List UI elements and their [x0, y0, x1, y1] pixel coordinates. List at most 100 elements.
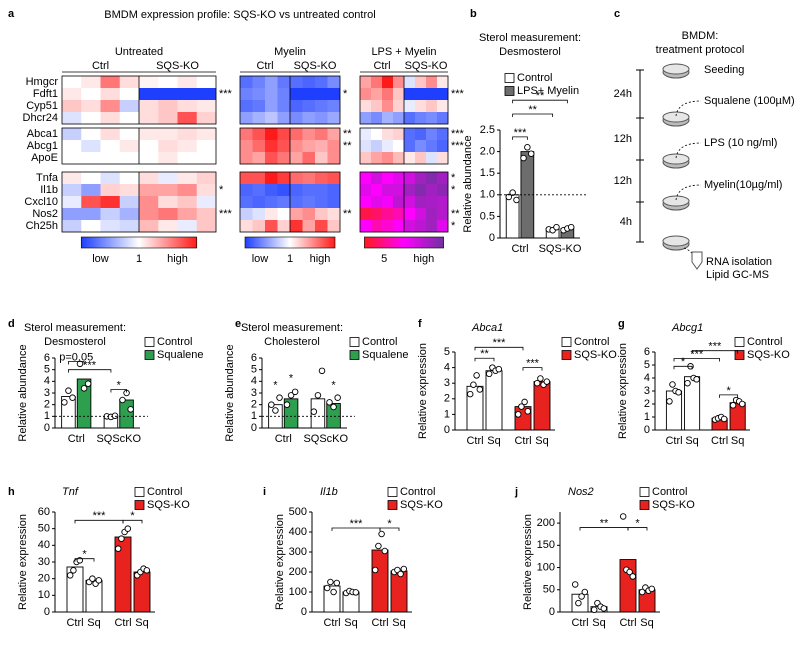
heatmap-cell: [158, 152, 178, 165]
y-tick-label: 5: [251, 364, 257, 376]
heatmap-cell: [158, 128, 178, 141]
heatmap-cell: [382, 88, 394, 101]
y-tick-label: 1: [44, 410, 50, 422]
heatmap-cell: [437, 112, 449, 125]
chart-title: Tnf: [62, 486, 79, 498]
data-point: [571, 581, 579, 588]
heatmap-cell: [240, 112, 253, 125]
annotation: **: [536, 90, 545, 102]
legend-swatch: [639, 487, 650, 497]
data-point: [291, 388, 299, 396]
y-tick-label: 3: [644, 385, 650, 397]
heatmap-cell: [382, 220, 394, 233]
data-point: [400, 565, 408, 573]
heatmap-cell: [315, 88, 328, 101]
data-point: [495, 365, 503, 373]
heatmap-cell: [382, 100, 394, 113]
y-tick-label: 5: [44, 364, 50, 376]
chart-title: Nos2: [568, 486, 594, 498]
heatmap-cell: [277, 100, 291, 113]
heatmap-cell: [360, 140, 372, 153]
heatmap-cell: [252, 140, 266, 153]
x-tick-label: Sq: [344, 617, 357, 629]
data-point: [371, 566, 379, 574]
heatmap-cell: [360, 184, 372, 197]
data-point: [310, 408, 318, 415]
heatmap-cell: [177, 100, 198, 113]
y-tick-label: 20: [38, 573, 50, 585]
heatmap-cell: [81, 172, 101, 185]
heatmap-cell: [158, 100, 178, 113]
heatmap-cell: [290, 184, 303, 197]
y-tick-label: 60: [38, 506, 50, 518]
x-tick-label: Ctrl: [511, 243, 528, 255]
annotation: *: [289, 372, 294, 384]
x-tick-label: Sq: [487, 435, 500, 447]
data-point: [675, 389, 682, 396]
heatmap-cell: [327, 196, 341, 209]
heatmap-cell: [265, 184, 278, 197]
heatmap-cell: [382, 184, 394, 197]
heatmap-cell: [437, 76, 449, 89]
heatmap-cell: [196, 184, 217, 197]
panel-title: Untreated: [115, 46, 163, 58]
heatmap-cell: [277, 140, 291, 153]
heatmap-cell: [100, 128, 121, 141]
legend-label: SQS-KO: [652, 499, 695, 511]
data-point: [333, 579, 341, 587]
data-point: [575, 599, 582, 607]
panel-letter: d: [8, 318, 15, 330]
heatmap-cell: [426, 184, 438, 197]
heatmap-cell: [360, 220, 372, 233]
heatmap-cell: [240, 184, 253, 197]
row-label: Nos2: [32, 208, 58, 220]
heatmap-cell: [119, 208, 140, 221]
heatmap-cell: [290, 112, 303, 125]
bracket: [74, 558, 95, 562]
data-point: [66, 572, 74, 579]
bracket: [627, 527, 648, 531]
connector: [683, 247, 695, 257]
data-point: [485, 370, 493, 378]
heatmap-cell: [62, 76, 82, 89]
heatmap-cell: [177, 140, 198, 153]
step-arrow: [675, 184, 702, 201]
heatmap-cell: [62, 196, 82, 209]
data-point: [61, 399, 68, 406]
y-tick-label: 0: [444, 424, 450, 436]
x-tick-label: Sq: [685, 435, 698, 447]
annotation: ***: [526, 358, 540, 370]
heatmap-cell: [426, 152, 438, 165]
heatmap-cell: [139, 88, 159, 101]
panel-letter: b: [470, 8, 477, 20]
heatmap-cell: [302, 196, 316, 209]
data-point: [84, 380, 92, 387]
heatmap-cell: [196, 140, 217, 153]
heatmap-cell: [177, 76, 198, 89]
heatmap-cell: [371, 88, 383, 101]
significance: *: [219, 184, 224, 196]
significance: **: [343, 140, 352, 152]
significance: ***: [219, 208, 233, 220]
heatmap-cell: [290, 76, 303, 89]
heatmap-cell: [371, 220, 383, 233]
heatmap-cell: [277, 196, 291, 209]
y-axis-label: Relative expression: [617, 343, 629, 439]
data-point: [729, 402, 737, 409]
heatmap-cell: [426, 140, 438, 153]
heatmap-cell: [196, 100, 217, 113]
x-tick-label: Ctrl: [711, 435, 728, 447]
heatmap-cell: [437, 220, 449, 233]
row-label: Hmgcr: [26, 76, 59, 88]
heatmap-cell: [393, 196, 405, 209]
column-label: Ctrl: [373, 60, 390, 72]
row-label: Abcg1: [27, 140, 58, 152]
heatmap-cell: [360, 208, 372, 221]
data-point: [314, 392, 322, 399]
heatmap-cell: [290, 100, 303, 113]
x-tick-label: Ctrl: [323, 617, 340, 629]
y-tick-label: 100: [537, 561, 555, 573]
heatmap-cell: [62, 220, 82, 233]
heatmap-cell: [252, 88, 266, 101]
data-point: [619, 513, 627, 520]
